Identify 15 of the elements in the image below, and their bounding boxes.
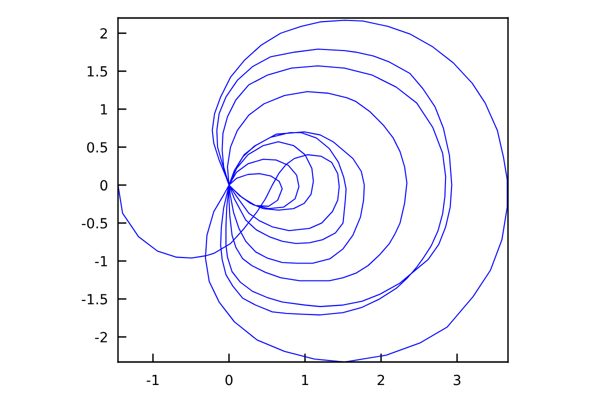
y-tick-label: 1.5 [88,66,108,77]
y-tick-label: 1 [100,104,107,114]
y-tick-label: 0.5 [87,142,108,153]
y-tick-label: -1 [95,256,107,266]
x-tick-label: -1 [146,374,159,386]
x-tick-label: 1 [302,374,308,386]
x-tick-label: 2 [378,374,384,386]
line-series [118,20,508,362]
y-tick-label: -2 [95,332,107,342]
x-tick-label: 3 [454,374,460,386]
y-tick-label: -0.5 [82,218,108,229]
y-tick-label: 0 [100,180,108,191]
y-tick-label: 2 [100,28,107,38]
y-tick-label: -1.5 [82,294,108,304]
x-tick-label: 0 [225,374,232,386]
